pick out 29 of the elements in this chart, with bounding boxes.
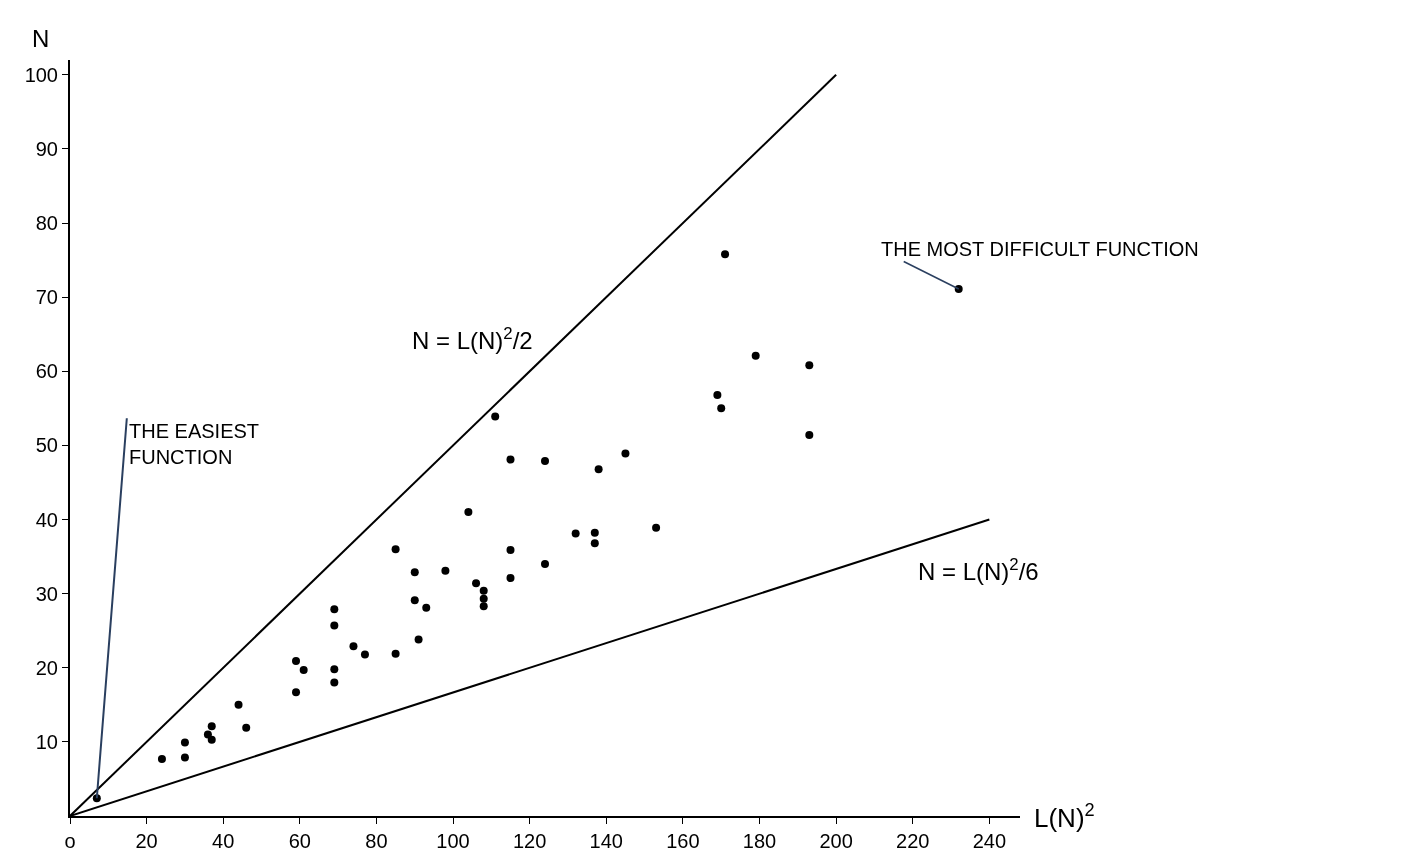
x-tick-label: 140	[589, 830, 623, 852]
x-tick-label: o	[64, 830, 76, 852]
y-tick-label: 70	[35, 286, 58, 309]
x-tick-label: 200	[819, 830, 853, 852]
y-tick-label: 10	[35, 730, 58, 753]
y-tick-label: 30	[35, 582, 58, 605]
x-tick-label: 60	[288, 830, 311, 852]
y-tick-label: 20	[35, 656, 58, 679]
y-tick-label: 50	[35, 434, 58, 457]
y-tick-label: 90	[35, 137, 58, 160]
x-tick-label: 180	[742, 830, 777, 852]
x-tick-label: 100	[436, 830, 470, 852]
x-tick-label: 20	[135, 830, 158, 852]
annotation: THE EASIEST FUNCTION	[129, 420, 260, 468]
annotation: THE MOST DIFFICULT FUNCTION	[881, 238, 1199, 260]
series-label: N = L(N)$^{2}$/6	[918, 555, 1039, 586]
x-tick-label: 160	[666, 830, 700, 852]
x-tick-label: 240	[972, 830, 1007, 852]
y-tick-label: 60	[35, 360, 58, 383]
y-tick-label: 40	[35, 508, 58, 531]
x-tick-label: 220	[896, 830, 930, 852]
y-axis-title: N	[32, 25, 50, 52]
x-tick-label: 80	[365, 830, 388, 852]
x-tick-label: 40	[212, 830, 235, 852]
y-tick-label: 100	[24, 63, 58, 86]
series-label: N = L(N)$^{2}$/2	[412, 324, 533, 355]
y-tick-label: 80	[35, 212, 58, 235]
x-tick-label: 120	[512, 830, 547, 852]
x-axis-title: L(N)$^{2}$	[1034, 800, 1095, 833]
